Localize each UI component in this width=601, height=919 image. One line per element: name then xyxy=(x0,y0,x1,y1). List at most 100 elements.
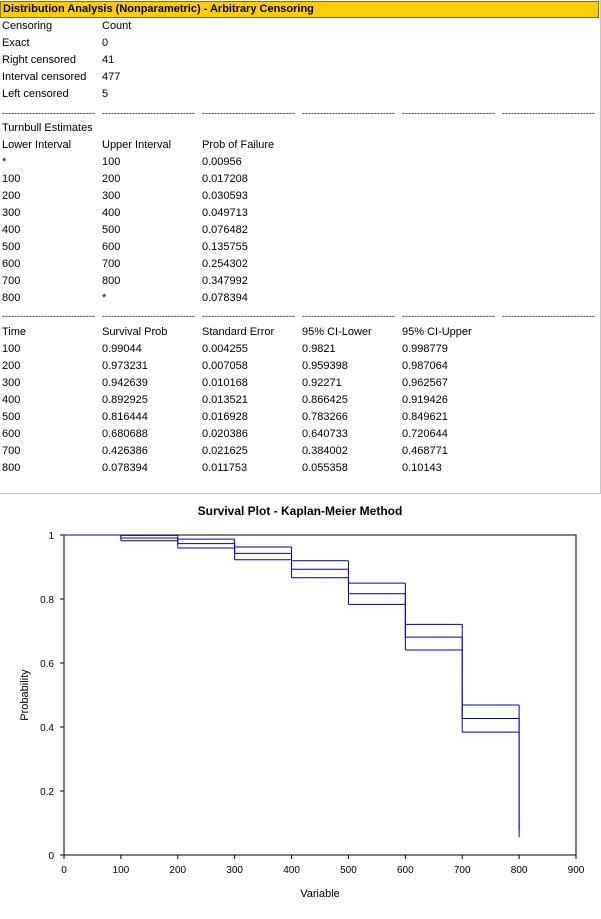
survival-cell: 0.078394 xyxy=(102,462,148,474)
y-axis-label: Probability xyxy=(19,669,31,721)
x-tick-label: 0 xyxy=(61,865,67,876)
survival-cell: 500 xyxy=(2,411,21,423)
y-tick-label: 0 xyxy=(48,851,54,862)
survival-cell: 0.10143 xyxy=(402,462,442,474)
survival-cell: 300 xyxy=(2,377,21,389)
turnbull-cell: 600 xyxy=(2,258,21,270)
censoring-header: Censoring xyxy=(2,20,53,32)
censoring-header: Count xyxy=(102,20,132,32)
x-tick-label: 800 xyxy=(511,865,528,876)
survival-cell: 0.020386 xyxy=(202,428,248,440)
survival-plot-svg: Survival Plot - Kaplan-Meier Method 0 100 2… xyxy=(19,504,585,900)
x-tick-label: 900 xyxy=(568,865,585,876)
x-tick-label: 300 xyxy=(226,865,243,876)
separator: ------------------------------- xyxy=(102,311,195,321)
survival-header: Standard Error xyxy=(202,326,275,338)
turnbull-cell: * xyxy=(2,156,7,168)
censoring-count: 0 xyxy=(102,37,109,49)
survival-cell: 0.866425 xyxy=(302,394,348,406)
survival-cell: 0.011753 xyxy=(202,462,248,474)
turnbull-header: Lower Interval xyxy=(2,139,72,151)
turnbull-cell: 0.030593 xyxy=(202,190,248,202)
survival-cell: 0.007058 xyxy=(202,360,248,372)
x-axis-label: Variable xyxy=(300,888,340,900)
censoring-type: Left censored xyxy=(2,88,69,100)
separator: ------------------------------- xyxy=(402,311,495,321)
report-title: Distribution Analysis (Nonparametric) - … xyxy=(0,1,599,18)
survival-cell: 0.998779 xyxy=(402,343,448,355)
turnbull-cell: 0.049713 xyxy=(202,207,248,219)
y-tick-label: 1 xyxy=(48,531,54,542)
separator: ------------------------------- xyxy=(202,108,295,118)
separator: ------------------------------- xyxy=(402,108,495,118)
survival-step-line xyxy=(64,534,520,830)
survival-header: Time xyxy=(2,326,27,338)
survival-cell: 0.021625 xyxy=(202,445,248,457)
separator: ------------------------------- xyxy=(2,311,95,321)
turnbull-header: Upper Interval xyxy=(102,139,172,151)
survival-cell: 0.92271 xyxy=(302,377,342,389)
separator: ------------------------------- xyxy=(502,311,595,321)
turnbull-cell: * xyxy=(102,292,107,304)
censoring-count: 477 xyxy=(102,71,121,83)
turnbull-cell: 0.017208 xyxy=(202,173,248,185)
turnbull-cell: 500 xyxy=(2,241,21,253)
y-tick-label: 0.2 xyxy=(40,787,54,798)
x-tick-label: 700 xyxy=(454,865,471,876)
survival-header: 95% CI-Lower xyxy=(302,326,372,338)
survival-cell: 0.919426 xyxy=(402,394,448,406)
y-tick-label: 0.8 xyxy=(40,595,54,606)
survival-cell: 0.010168 xyxy=(202,377,248,389)
separator: ------------------------------- xyxy=(202,311,295,321)
survival-cell: 0.720644 xyxy=(402,428,448,440)
survival-cell: 0.640733 xyxy=(302,428,348,440)
turnbull-cell: 0.347992 xyxy=(202,275,248,287)
chart-title: Survival Plot - Kaplan-Meier Method xyxy=(198,504,403,518)
separator: ------------------------------- xyxy=(302,311,395,321)
turnbull-cell: 0.00956 xyxy=(202,156,242,168)
survival-cell: 0.468771 xyxy=(402,445,448,457)
survival-cell: 0.384002 xyxy=(302,445,348,457)
x-tick-label: 600 xyxy=(397,865,414,876)
survival-cell: 200 xyxy=(2,360,21,372)
turnbull-cell: 100 xyxy=(2,173,21,185)
turnbull-cell: 300 xyxy=(102,190,121,202)
survival-cell: 0.973231 xyxy=(102,360,148,372)
turnbull-cell: 500 xyxy=(102,224,121,236)
turnbull-cell: 300 xyxy=(2,207,21,219)
survival-cell: 0.99044 xyxy=(102,343,142,355)
y-tick-label: 0.6 xyxy=(40,659,54,670)
survival-cell: 600 xyxy=(2,428,21,440)
survival-cell: 0.816444 xyxy=(102,411,148,423)
survival-cell: 0.9821 xyxy=(302,343,336,355)
survival-header: Survival Prob xyxy=(102,326,168,338)
turnbull-cell: 800 xyxy=(2,292,21,304)
survival-cell: 0.962567 xyxy=(402,377,448,389)
turnbull-caption: Turnbull Estimates xyxy=(2,122,93,134)
survival-header: 95% CI-Upper xyxy=(402,326,472,338)
survival-cell: 0.959398 xyxy=(302,360,348,372)
turnbull-cell: 600 xyxy=(102,241,121,253)
censoring-type: Exact xyxy=(2,37,30,49)
survival-cell: 100 xyxy=(2,343,21,355)
plot-frame xyxy=(63,534,577,856)
censoring-type: Right censored xyxy=(2,54,76,66)
separator: ------------------------------- xyxy=(102,108,195,118)
y-tick-label: 0.4 xyxy=(40,723,54,734)
survival-cell: 0.849621 xyxy=(402,411,448,423)
x-tick-label: 500 xyxy=(340,865,357,876)
x-tick-label: 400 xyxy=(283,865,300,876)
turnbull-cell: 0.076482 xyxy=(202,224,248,236)
turnbull-cell: 0.254302 xyxy=(202,258,248,270)
turnbull-cell: 700 xyxy=(102,258,121,270)
report-panel: Distribution Analysis (Nonparametric) - … xyxy=(0,0,601,494)
survival-cell: 700 xyxy=(2,445,21,457)
turnbull-cell: 0.078394 xyxy=(202,292,248,304)
separator: ------------------------------- xyxy=(502,108,595,118)
censoring-count: 5 xyxy=(102,88,109,100)
turnbull-cell: 100 xyxy=(102,156,121,168)
x-tick-label: 100 xyxy=(113,865,130,876)
turnbull-cell: 200 xyxy=(2,190,21,202)
survival-plot: Survival Plot - Kaplan-Meier Method 0 100 2… xyxy=(0,495,601,919)
turnbull-header: Prob of Failure xyxy=(202,139,275,151)
